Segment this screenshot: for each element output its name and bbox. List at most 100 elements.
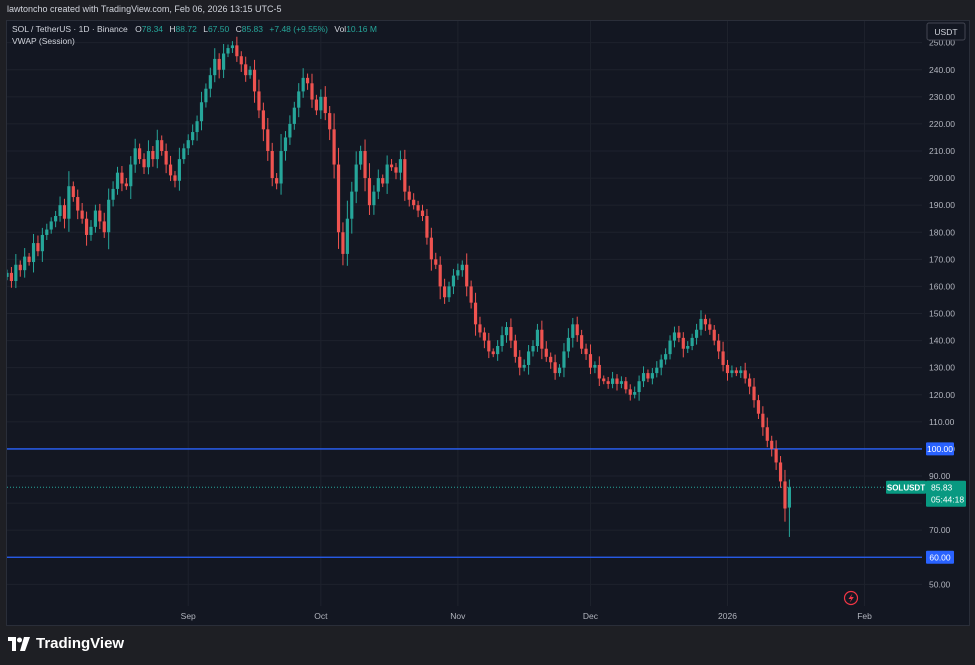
candle-body bbox=[336, 164, 341, 233]
candle-body bbox=[619, 381, 624, 384]
candle-body bbox=[341, 232, 345, 254]
candle-body bbox=[416, 205, 420, 211]
candle-body bbox=[633, 392, 637, 395]
candle-body bbox=[774, 448, 778, 463]
candle-body bbox=[566, 337, 570, 352]
candle-body bbox=[107, 199, 111, 233]
x-tick-label: Sep bbox=[181, 611, 196, 621]
candle-body bbox=[756, 400, 761, 414]
candle-body bbox=[544, 348, 548, 357]
x-tick-label: 2026 bbox=[718, 611, 737, 621]
price-tag-symbol: SOLUSDT bbox=[887, 483, 925, 492]
top-bar: lawtoncho created with TradingView.com, … bbox=[0, 0, 975, 20]
candle-body bbox=[465, 264, 469, 287]
candle-body bbox=[778, 462, 783, 482]
candle-body bbox=[376, 178, 380, 192]
currency-button[interactable]: USDT bbox=[926, 22, 966, 41]
legend-symbol: SOL / TetherUS · 1D · Binance bbox=[12, 24, 128, 34]
candle-body bbox=[575, 324, 579, 336]
candle-body bbox=[770, 440, 774, 449]
candle-body bbox=[45, 229, 49, 235]
candle-body bbox=[783, 481, 787, 509]
y-tick-label: 200.00 bbox=[929, 173, 955, 183]
chart-credit: lawtoncho created with TradingView.com, … bbox=[7, 4, 282, 14]
candle-body bbox=[230, 45, 235, 49]
candle-body bbox=[637, 381, 641, 393]
candle-body bbox=[314, 99, 319, 111]
candle-body bbox=[177, 159, 181, 181]
candle-body bbox=[27, 256, 31, 263]
candle-body bbox=[199, 102, 204, 122]
candle-body bbox=[102, 221, 106, 233]
candle-body bbox=[36, 243, 40, 252]
legend-open: 78.34 bbox=[142, 24, 164, 34]
candle-body bbox=[173, 175, 177, 181]
price-tag: SOLUSDT 85.83 05:44:18 bbox=[886, 480, 966, 507]
candle-body bbox=[571, 324, 575, 338]
tradingview-logo[interactable]: TradingView bbox=[8, 635, 124, 652]
x-tick-label: Feb bbox=[857, 611, 872, 621]
candle-body bbox=[76, 197, 80, 211]
candle-body bbox=[473, 302, 478, 325]
candle-body bbox=[628, 389, 632, 395]
candle-body bbox=[288, 123, 292, 138]
candle-body bbox=[429, 237, 433, 260]
candle-body bbox=[407, 191, 411, 200]
candle-body bbox=[434, 259, 438, 265]
candle-body bbox=[491, 351, 495, 355]
candle-body bbox=[522, 364, 526, 368]
candle-body bbox=[297, 91, 301, 108]
legend-close: 85.83 bbox=[242, 24, 264, 34]
y-tick-label: 70.00 bbox=[929, 525, 951, 535]
candle-body bbox=[659, 359, 663, 368]
candle-body bbox=[699, 318, 703, 330]
candle-body bbox=[734, 370, 738, 374]
price-chart[interactable]: 50.0060.0070.0080.0090.00100.00110.00120… bbox=[5, 21, 969, 625]
price-tag-countdown: 05:44:18 bbox=[931, 494, 964, 504]
candle-body bbox=[725, 364, 730, 374]
x-tick-label: Oct bbox=[314, 611, 328, 621]
chart-frame[interactable]: 50.0060.0070.0080.0090.00100.00110.00120… bbox=[5, 20, 970, 626]
candle-body bbox=[115, 172, 120, 189]
candle-body bbox=[694, 329, 699, 338]
candle-body bbox=[765, 427, 769, 441]
candle-body bbox=[456, 270, 460, 276]
candle-body bbox=[367, 178, 372, 206]
currency-label: USDT bbox=[934, 27, 957, 37]
candle-body bbox=[588, 354, 593, 368]
candle-body bbox=[664, 354, 668, 360]
candle-body bbox=[610, 378, 615, 384]
candle-body bbox=[261, 110, 265, 130]
candle-body bbox=[155, 140, 159, 160]
horizontal-levels bbox=[7, 448, 922, 558]
legend-low-label: L bbox=[203, 24, 208, 34]
candle-body bbox=[213, 58, 217, 76]
lightning-icon[interactable] bbox=[843, 590, 859, 606]
candle-body bbox=[606, 381, 610, 384]
candle-body bbox=[641, 373, 646, 382]
candle-body bbox=[686, 346, 690, 349]
candle-body bbox=[270, 151, 274, 179]
candle-body bbox=[500, 335, 504, 346]
candle-body bbox=[279, 151, 283, 184]
candle-body bbox=[509, 327, 513, 341]
candle-body bbox=[504, 327, 509, 336]
candle-body bbox=[14, 264, 18, 281]
candle-body bbox=[235, 45, 239, 57]
candle-body bbox=[787, 487, 791, 508]
candle-body bbox=[248, 69, 252, 76]
candle-body bbox=[332, 129, 336, 165]
candle-body bbox=[535, 329, 540, 346]
candle-body bbox=[160, 140, 164, 151]
candle-body bbox=[18, 264, 22, 271]
candle-body bbox=[111, 188, 115, 200]
candle-body bbox=[748, 378, 752, 387]
level-tag-bg bbox=[926, 442, 954, 456]
candle-body bbox=[217, 58, 221, 70]
candle-body bbox=[124, 183, 128, 187]
candle-body bbox=[443, 286, 447, 298]
candle-body bbox=[301, 77, 305, 92]
candle-body bbox=[681, 337, 685, 349]
candle-body bbox=[518, 356, 522, 368]
candle-body bbox=[398, 159, 402, 173]
